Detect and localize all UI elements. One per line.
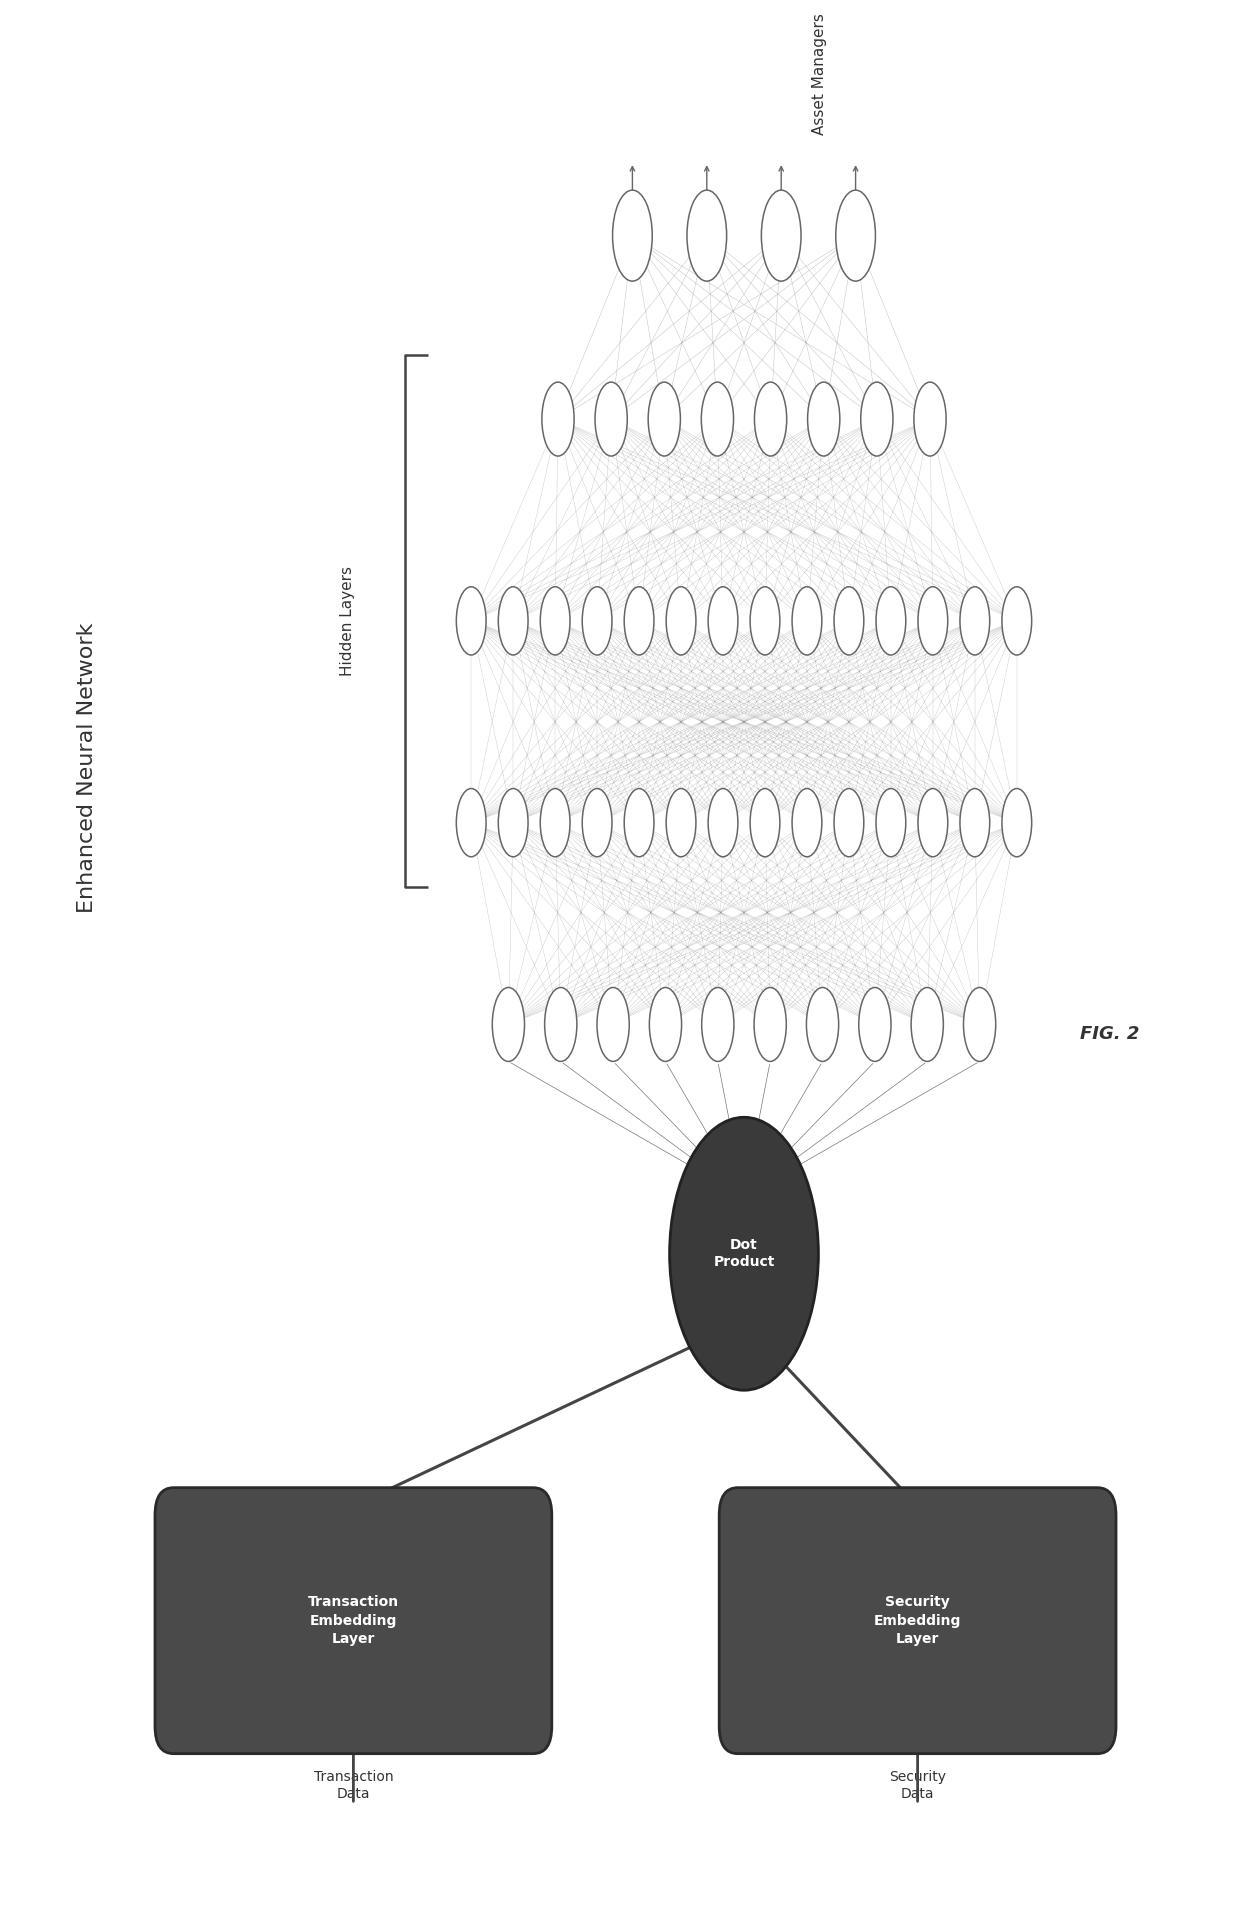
Ellipse shape [792, 587, 822, 655]
Ellipse shape [649, 383, 681, 455]
Ellipse shape [750, 587, 780, 655]
Text: Hidden Layers: Hidden Layers [340, 566, 355, 676]
Ellipse shape [792, 789, 822, 857]
Ellipse shape [456, 587, 486, 655]
Ellipse shape [687, 190, 727, 282]
Ellipse shape [456, 789, 486, 857]
Ellipse shape [702, 987, 734, 1061]
Ellipse shape [918, 789, 947, 857]
Text: Enhanced Neural Network: Enhanced Neural Network [77, 623, 97, 912]
Ellipse shape [754, 987, 786, 1061]
Ellipse shape [595, 383, 627, 455]
Ellipse shape [914, 383, 946, 455]
Ellipse shape [911, 987, 944, 1061]
Ellipse shape [702, 383, 734, 455]
Text: Transaction
Embedding
Layer: Transaction Embedding Layer [308, 1594, 399, 1646]
Text: Asset Managers: Asset Managers [812, 13, 827, 135]
Ellipse shape [1002, 587, 1032, 655]
Ellipse shape [596, 987, 629, 1061]
Ellipse shape [498, 789, 528, 857]
Ellipse shape [708, 587, 738, 655]
Text: Security
Data: Security Data [889, 1770, 946, 1802]
Ellipse shape [541, 587, 570, 655]
Text: Dot
Product: Dot Product [713, 1238, 775, 1269]
Text: Transaction
Data: Transaction Data [314, 1770, 393, 1802]
Ellipse shape [835, 789, 864, 857]
Ellipse shape [498, 587, 528, 655]
Ellipse shape [624, 587, 653, 655]
Ellipse shape [613, 190, 652, 282]
Ellipse shape [624, 789, 653, 857]
Ellipse shape [583, 587, 613, 655]
FancyBboxPatch shape [719, 1488, 1116, 1755]
Ellipse shape [650, 987, 682, 1061]
Ellipse shape [542, 383, 574, 455]
Ellipse shape [963, 987, 996, 1061]
Ellipse shape [861, 383, 893, 455]
Ellipse shape [750, 789, 780, 857]
Ellipse shape [708, 789, 738, 857]
Ellipse shape [492, 987, 525, 1061]
Ellipse shape [541, 789, 570, 857]
Ellipse shape [544, 987, 577, 1061]
Ellipse shape [960, 789, 990, 857]
Ellipse shape [960, 587, 990, 655]
Text: Security
Embedding
Layer: Security Embedding Layer [874, 1594, 961, 1646]
Ellipse shape [875, 789, 905, 857]
Ellipse shape [875, 587, 905, 655]
Ellipse shape [583, 789, 613, 857]
Ellipse shape [836, 190, 875, 282]
FancyBboxPatch shape [155, 1488, 552, 1755]
Text: FIG. 2: FIG. 2 [1080, 1025, 1140, 1042]
Ellipse shape [835, 587, 864, 655]
Ellipse shape [806, 987, 838, 1061]
Ellipse shape [761, 190, 801, 282]
Ellipse shape [666, 789, 696, 857]
Ellipse shape [918, 587, 947, 655]
Ellipse shape [1002, 789, 1032, 857]
Ellipse shape [754, 383, 786, 455]
Ellipse shape [859, 987, 892, 1061]
Ellipse shape [666, 587, 696, 655]
Ellipse shape [807, 383, 839, 455]
Ellipse shape [670, 1116, 818, 1391]
